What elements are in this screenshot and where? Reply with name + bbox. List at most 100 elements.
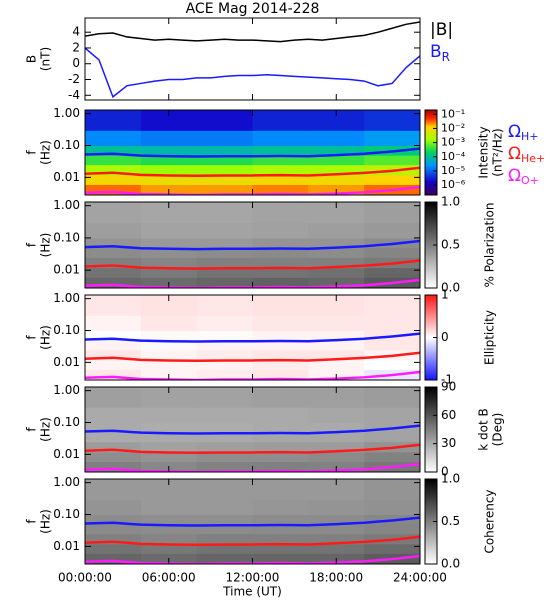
heatmap-cell bbox=[364, 202, 420, 224]
y-tick-label: 1.00 bbox=[53, 475, 80, 489]
y-axis-label: (Hz) bbox=[39, 140, 53, 165]
heatmap-cell bbox=[196, 387, 253, 408]
heatmap-cell bbox=[85, 202, 142, 224]
plot-frame bbox=[84, 109, 421, 196]
heatmap-cell bbox=[140, 155, 198, 166]
data-line bbox=[85, 47, 420, 99]
legend-label: |B| bbox=[430, 20, 453, 40]
heatmap-cell bbox=[308, 524, 365, 535]
data-line bbox=[85, 239, 420, 251]
heatmap-cell bbox=[364, 543, 420, 554]
heatmap-cell bbox=[196, 174, 253, 185]
heatmap-cell bbox=[140, 340, 198, 351]
data-line bbox=[85, 21, 420, 43]
data-line bbox=[85, 259, 420, 270]
heatmap-cell bbox=[252, 247, 309, 258]
legend-name: B bbox=[430, 42, 442, 62]
plot-area bbox=[85, 479, 420, 564]
colorbar-label: k dot B bbox=[477, 408, 491, 450]
heatmap-cell bbox=[85, 295, 142, 316]
heatmap-cell bbox=[140, 174, 198, 185]
colorbar-tick-label: 0 bbox=[441, 465, 449, 479]
heatmap-cell bbox=[140, 533, 198, 545]
heatmap-cell bbox=[140, 202, 198, 224]
x-tick-label: 24:00:00 bbox=[393, 571, 447, 585]
y-tick-label: 2 bbox=[72, 40, 80, 54]
heatmap-cell bbox=[308, 222, 365, 239]
y-axis-label: (Hz) bbox=[39, 233, 53, 258]
y-axis-label: (Hz) bbox=[39, 509, 53, 534]
heatmap-cell bbox=[196, 277, 253, 288]
colorbar-tick-label: 30 bbox=[441, 436, 456, 450]
heatmap-cell bbox=[140, 432, 198, 443]
heatmap-cell bbox=[308, 164, 365, 176]
heatmap-cell bbox=[196, 222, 253, 239]
heatmap-cell bbox=[85, 514, 142, 525]
heatmap-cell bbox=[364, 315, 420, 332]
heatmap-cell bbox=[252, 369, 309, 380]
heatmap-cell bbox=[364, 295, 420, 316]
heatmap-cell bbox=[252, 499, 309, 516]
heatmap-cell bbox=[252, 277, 309, 288]
x-tick-label: 18:00:00 bbox=[309, 571, 363, 585]
heatmap-cell bbox=[252, 479, 309, 500]
heatmap-cell bbox=[308, 330, 365, 341]
heatmap-cell bbox=[140, 315, 198, 332]
colorbar-tick-label: 1.0 bbox=[441, 472, 460, 486]
y-tick-label: 0.10 bbox=[53, 230, 80, 244]
data-line bbox=[85, 424, 420, 435]
heatmap-cell bbox=[140, 479, 198, 500]
colorbar-label: Intensity bbox=[477, 126, 491, 178]
legend-name: Ω bbox=[508, 122, 521, 142]
heatmap-cell bbox=[85, 422, 142, 433]
heatmap-cell bbox=[252, 295, 309, 316]
heatmap-cell bbox=[252, 543, 309, 554]
colorbar-label: % Polarization bbox=[483, 203, 497, 288]
colorbar-tick-label: 60 bbox=[441, 408, 456, 422]
heatmap-cell bbox=[140, 237, 198, 249]
heatmap-cell bbox=[308, 441, 365, 453]
y-axis-label: f bbox=[25, 242, 39, 247]
heatmap-cell bbox=[252, 110, 309, 131]
heatmap-cell bbox=[308, 145, 365, 156]
heatmap-cell bbox=[140, 164, 198, 176]
plot-area bbox=[85, 110, 420, 195]
heatmap-cell bbox=[140, 295, 198, 316]
heatmap-cell bbox=[196, 110, 253, 131]
heatmap-cell bbox=[85, 257, 142, 269]
heatmap-cell bbox=[364, 340, 420, 351]
plot-area bbox=[85, 295, 420, 380]
heatmap-cell bbox=[196, 407, 253, 424]
y-tick-label: 1.00 bbox=[53, 198, 80, 212]
heatmap-cell bbox=[252, 174, 309, 185]
heatmap-cell bbox=[196, 267, 253, 278]
heatmap-cell bbox=[308, 359, 365, 370]
colorbar-tick-label: 0.0 bbox=[441, 281, 460, 295]
heatmap-cell bbox=[252, 432, 309, 443]
heatmap-cell bbox=[364, 222, 420, 239]
heatmap-cell bbox=[308, 174, 365, 185]
colorbar-tick-label: 10⁻⁶ bbox=[441, 178, 466, 191]
plot-frame bbox=[84, 201, 421, 289]
heatmap-cell bbox=[85, 441, 142, 453]
heatmap-cell bbox=[308, 130, 365, 147]
colorbar-tick-label: 10⁻² bbox=[441, 121, 465, 134]
heatmap-cell bbox=[252, 155, 309, 166]
heatmap-cell bbox=[308, 237, 365, 249]
heatmap-cell bbox=[308, 340, 365, 351]
heatmap-cell bbox=[85, 499, 142, 516]
heatmap-cell bbox=[364, 432, 420, 443]
heatmap-cell bbox=[85, 267, 142, 278]
y-tick-label: 0 bbox=[72, 56, 80, 70]
data-line bbox=[85, 535, 420, 547]
heatmap-cell bbox=[364, 451, 420, 462]
y-tick-label: 0.01 bbox=[53, 447, 80, 461]
heatmap-cell bbox=[308, 533, 365, 545]
heatmap-cell bbox=[308, 479, 365, 500]
heatmap-cell bbox=[85, 330, 142, 341]
heatmap-cell bbox=[85, 349, 142, 361]
legend-subscript: O+ bbox=[521, 174, 539, 187]
heatmap-cell bbox=[196, 295, 253, 316]
heatmap-cell bbox=[196, 184, 253, 195]
heatmap-cell bbox=[252, 257, 309, 269]
